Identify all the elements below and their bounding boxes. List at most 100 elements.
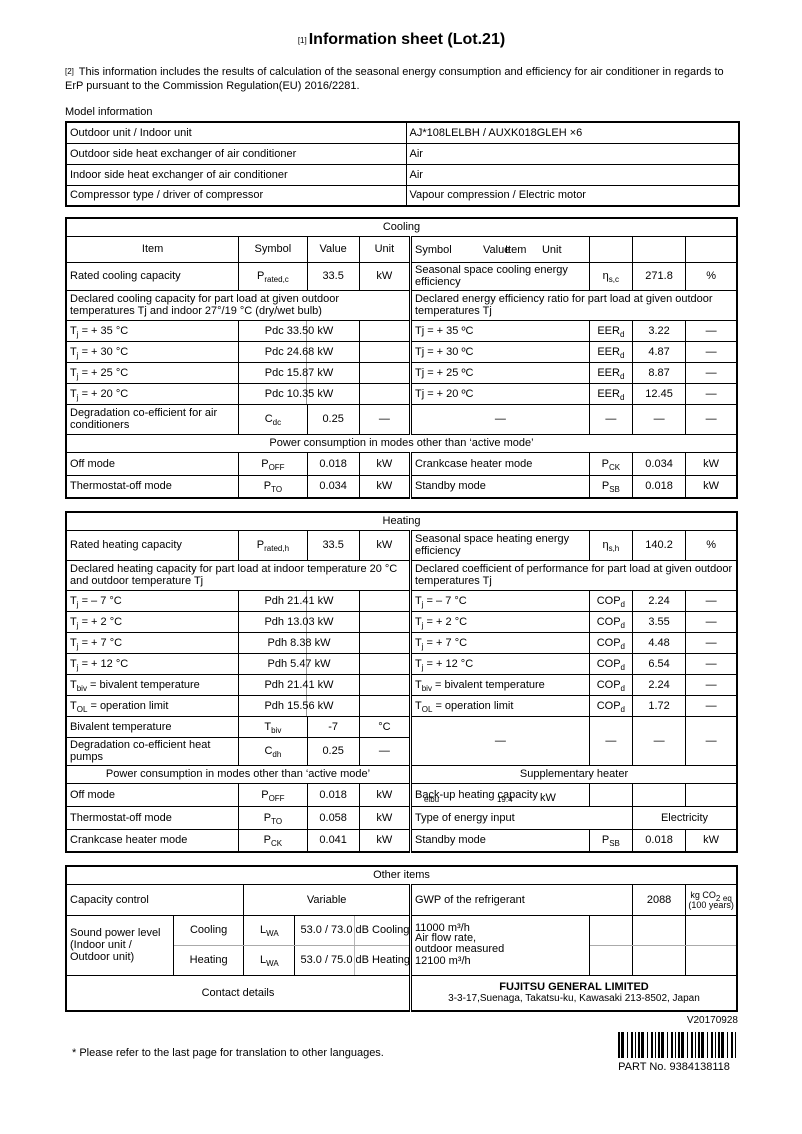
- unit-cell: kW: [358, 805, 411, 830]
- cooling-table: Cooling Item Symbol Value Unit Symbol Va…: [65, 217, 738, 499]
- pdc-value: Pdc 33.50 kW: [238, 319, 360, 342]
- dash-cell: —: [588, 715, 633, 766]
- airflow-label-2: outdoor measured: [414, 943, 505, 955]
- company-name: FUJITSU GENERAL LIMITED: [499, 980, 649, 993]
- table-row: Tj = + 7 °C Pdh 8.38 kW Tj = + 7 °C COPd…: [65, 631, 738, 654]
- sheet-content: [1] Information sheet (Lot.21) [2] This i…: [65, 0, 740, 1098]
- unit-cell: —: [685, 319, 738, 342]
- backup-symbol: elbu: [423, 794, 440, 804]
- table-row: Off mode POFF 0.018 kW Crankcase heater …: [65, 451, 738, 476]
- item-label: Tj = + 30 °C: [65, 340, 240, 363]
- declared-cop-note: Declared coefficient of performance for …: [408, 559, 738, 591]
- table-row: Tj = + 30 °C Pdc 24.68 kW Tj = + 30 ºC E…: [65, 340, 738, 363]
- model-value: Air: [405, 142, 740, 165]
- item-label: Off mode: [65, 782, 240, 807]
- airflow-heating-value: 12100 m³/h: [414, 954, 471, 967]
- item-label: Tj = + 30 ºC: [408, 340, 590, 363]
- unit-cell: —: [685, 340, 738, 363]
- declared-cooling-note: Declared cooling capacity for part load …: [65, 289, 411, 321]
- table-row: Tj = + 20 °C Pdc 10.35 kW Tj = + 20 ºC E…: [65, 382, 738, 405]
- unit-cell: kW: [685, 474, 738, 499]
- pdc-value: Pdc 24.68 kW: [238, 340, 360, 363]
- dash-cell: —: [631, 403, 687, 435]
- declared-heating-note: Declared heating capacity for part load …: [65, 559, 411, 591]
- footnote-ref-2: [2]: [65, 67, 74, 76]
- item-label: Tj = + 7 °C: [408, 631, 590, 654]
- symbol-cell: Cdh: [238, 736, 308, 766]
- cooling-banner: Cooling: [65, 217, 738, 237]
- empty-cell: [358, 589, 411, 612]
- model-value: AJ*108LELBH / AUXK018GLEH ×6: [405, 121, 740, 144]
- value-cell: 12.45: [631, 382, 687, 405]
- model-label: Outdoor side heat exchanger of air condi…: [65, 142, 407, 165]
- empty-cell: [358, 673, 411, 696]
- contact-details-label: Contact details: [65, 974, 411, 1012]
- value-cell: 0.25: [306, 403, 360, 435]
- heating-table: Heating Rated heating capacity Prated,h …: [65, 511, 738, 853]
- table-row: Degradation co-efficient heat pumps Cdh …: [65, 736, 737, 766]
- item-label: Tj = + 12 °C: [408, 652, 590, 675]
- item-label: Thermostat-off mode: [65, 474, 240, 499]
- model-label: Indoor side heat exchanger of air condit…: [65, 163, 407, 186]
- item-label: Tj = + 35 ºC: [408, 319, 590, 342]
- heating-banner: Heating: [65, 511, 738, 531]
- empty-cell: [358, 694, 411, 717]
- value-cell: 33.5: [306, 529, 360, 561]
- page-title-text: Information sheet (Lot.21): [308, 31, 506, 48]
- value-cell: -7: [306, 715, 360, 738]
- power-modes-banner: Power consumption in modes other than ‘a…: [65, 764, 411, 784]
- unit-cell: —: [685, 382, 738, 405]
- symbol-cell: LWA: [243, 914, 296, 946]
- value-cell: 0.058: [306, 805, 360, 830]
- table-row: Degradation co-efficient for air conditi…: [65, 403, 738, 435]
- section-banner-row: Heating: [65, 511, 738, 531]
- symbol-cell: COPd: [588, 631, 633, 654]
- value-cell: 0.25: [306, 736, 360, 766]
- item-label: Degradation co-efficient for air conditi…: [65, 403, 240, 435]
- section-banner-row: Power consumption in modes other than ‘a…: [65, 433, 738, 453]
- value-cell: 3.55: [631, 610, 687, 633]
- item-label: Rated cooling capacity: [65, 261, 240, 291]
- symbol-cell: PSB: [588, 474, 633, 499]
- item-label: Tj = + 25 ºC: [408, 361, 590, 384]
- dash-cell: —: [631, 715, 687, 766]
- symbol-cell: ηs,c: [588, 261, 633, 291]
- col-header-unit: Unit: [358, 235, 411, 263]
- item-label: Capacity control: [65, 883, 245, 916]
- backup-value: 19.4: [496, 794, 513, 804]
- value-cell: 271.8: [631, 261, 687, 291]
- value-cell: Electricity: [631, 805, 738, 830]
- airflow-rate-cell: 11000 m³/h Air flow rate, outdoor measur…: [408, 914, 590, 976]
- page-title: [1] Information sheet (Lot.21): [65, 31, 738, 49]
- overlap-symbol: Symbol: [414, 243, 452, 256]
- unit-cell: —: [358, 736, 411, 766]
- unit-cell: —: [685, 652, 738, 675]
- symbol-cell: Cdc: [238, 403, 308, 435]
- part-number: PART No. 9384138118: [618, 1061, 730, 1073]
- unit-cell: —: [685, 694, 738, 717]
- symbol-cell: PTO: [238, 805, 308, 830]
- table-row: Tbiv = bivalent temperature Pdh 21.41 kW…: [65, 673, 738, 696]
- value-cell: 4.87: [631, 340, 687, 363]
- item-label: Tj = + 2 °C: [408, 610, 590, 633]
- section-banner-row: Other items: [65, 865, 738, 885]
- table-row: Bivalent temperature Tbiv -7 °C — — — —: [65, 715, 738, 766]
- item-label: GWP of the refrigerant: [408, 883, 633, 916]
- table-row: Sound power level (Indoor unit / Outdoor…: [65, 914, 738, 976]
- pdh-value: Pdh 15.56 kW: [238, 694, 360, 717]
- pdc-value: Pdc 10.35 kW: [238, 382, 360, 405]
- table-row: Capacity control Variable GWP of the ref…: [65, 883, 738, 916]
- symbol-cell: Tbiv: [238, 715, 308, 738]
- unit-cell: kW: [685, 828, 738, 853]
- backup-unit: kW: [539, 791, 556, 804]
- table-row: Tj = + 2 °C Pdh 13.03 kW Tj = + 2 °C COP…: [65, 610, 738, 633]
- section-banner-row: Cooling: [65, 217, 738, 237]
- value-cell: 0.034: [631, 451, 687, 476]
- model-info-heading: Model information: [65, 106, 153, 118]
- item-label: Sound power level (Indoor unit / Outdoor…: [65, 914, 174, 976]
- part-number-block: PART No. 9384138118: [610, 1032, 738, 1073]
- model-value: Air: [405, 163, 740, 186]
- item-label: Tj = + 35 °C: [65, 319, 240, 342]
- other-items-banner: Other items: [65, 865, 738, 885]
- dash-cell: —: [685, 403, 738, 435]
